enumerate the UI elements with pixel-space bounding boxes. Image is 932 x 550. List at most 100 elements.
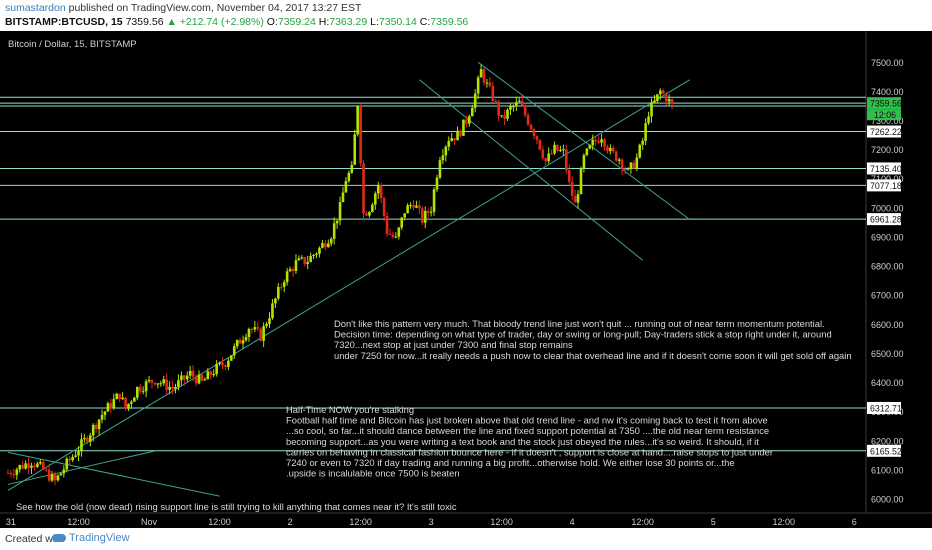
candle-body (406, 205, 409, 214)
candle-body (538, 139, 542, 150)
candle-body (253, 327, 257, 330)
brand-name: TradingView (69, 532, 130, 544)
price-chart[interactable]: Bitcoin / Dollar, 15, BITSTAMP 6000.00 610… (0, 31, 932, 528)
candle-body (632, 162, 636, 169)
candle-body (215, 363, 218, 375)
candle-body (250, 329, 254, 331)
candle-body (162, 379, 166, 384)
candle-body (356, 106, 359, 135)
candle-body (373, 193, 377, 205)
candle-body (664, 93, 668, 102)
candle-body (62, 469, 66, 474)
price-change: ▲ +212.74 (+2.98%) (166, 16, 264, 28)
countdown-label: 12:06 (874, 110, 896, 120)
candle-body (209, 371, 213, 376)
x-tick-label: 31 (6, 517, 16, 527)
candle-body (74, 455, 77, 457)
candle-body (465, 119, 468, 124)
x-tick-label: 5 (711, 517, 716, 527)
candle-body (206, 371, 210, 380)
candle-body (388, 233, 392, 235)
annotation-note2-line: carries on behaving in classical fashion… (286, 446, 773, 457)
chart-area[interactable]: Bitcoin / Dollar, 15, BITSTAMP 6000.00 610… (0, 31, 932, 528)
candle-body (212, 374, 215, 376)
candle-body (91, 424, 95, 436)
candle-body (659, 90, 662, 95)
candle-body (12, 474, 16, 476)
candle-body (341, 192, 345, 203)
open-value: 7359.24 (277, 16, 316, 28)
candle-body (94, 424, 98, 430)
candle-body (324, 243, 327, 248)
candle-body (338, 202, 342, 221)
high-value: 7363.29 (329, 16, 368, 28)
candle-body (150, 380, 154, 383)
candle-body (9, 472, 13, 475)
x-tick-label: 4 (570, 517, 575, 527)
candle-body (97, 419, 101, 430)
candle-body (541, 149, 545, 159)
candle-body (144, 381, 148, 392)
author-link[interactable]: sumastardon (5, 2, 66, 14)
candle-body (321, 243, 324, 248)
candle-body (177, 380, 180, 387)
price-level-label-bg (867, 444, 901, 457)
countdown-label-bg (867, 109, 901, 121)
candle-body (656, 94, 659, 101)
candle-body (667, 99, 671, 102)
symbol-label: BITSTAMP:BTCUSD, 15 (5, 16, 123, 28)
annotation-note1-line: Decision time: depending on what type of… (334, 329, 832, 340)
candle-body (138, 386, 142, 392)
candle-body (614, 151, 618, 161)
candle-body (547, 153, 550, 162)
candle-body (470, 107, 474, 117)
candle-body (335, 220, 339, 224)
candle-body (147, 380, 151, 382)
last-price: 7359.56 (125, 16, 164, 28)
publish-header: sumastardon published on TradingView.com… (0, 0, 932, 30)
price-level-label-bg (867, 401, 901, 414)
candle-body (30, 465, 33, 468)
candle-body (106, 403, 110, 412)
candle-body (462, 119, 465, 136)
candle-body (597, 141, 600, 143)
candle-body (86, 437, 89, 442)
symbol-quote: BITSTAMP:BTCUSD, 15 7359.56 ▲ +212.74 (+… (5, 16, 468, 28)
candle-body (39, 462, 42, 464)
close-label: C: (419, 16, 431, 28)
candle-body (368, 212, 371, 216)
annotation-note1-line: Don't like this pattern very much. That … (334, 318, 825, 329)
candle-body (115, 393, 119, 400)
candle-body (165, 379, 168, 390)
candle-body (391, 234, 395, 238)
candle-body (277, 286, 280, 299)
candle-body (21, 465, 24, 469)
trend-line (419, 79, 643, 261)
chart-title: Bitcoin / Dollar, 15, BITSTAMP (8, 39, 137, 50)
y-tick-label: 7100.00 (871, 174, 904, 184)
candle-body (418, 205, 421, 209)
price-level-label: 7135.40 (870, 164, 902, 174)
candle-body (18, 465, 22, 470)
y-tick-label: 7300.00 (871, 116, 904, 126)
candle-body (670, 99, 674, 104)
candle-body (159, 383, 163, 385)
candle-body (121, 397, 124, 400)
candle-body (432, 189, 436, 212)
candle-body (394, 236, 398, 238)
candle-body (133, 397, 136, 402)
low-label: L: (370, 16, 379, 28)
x-tick-label: 6 (852, 517, 857, 527)
candle-body (312, 254, 315, 257)
tradingview-brand[interactable]: TradingView (52, 532, 130, 544)
y-tick-label: 7400.00 (871, 87, 904, 97)
candle-body (450, 138, 453, 142)
candle-body (362, 163, 365, 214)
candle-body (15, 469, 19, 475)
candle-body (497, 101, 501, 116)
y-tick-label: 7200.00 (871, 145, 904, 155)
price-level-label-bg (867, 213, 901, 226)
candle-body (468, 116, 471, 124)
candle-body (306, 262, 310, 264)
annotation-note2-line: .upside is incalulable once 7500 is beat… (286, 468, 460, 479)
